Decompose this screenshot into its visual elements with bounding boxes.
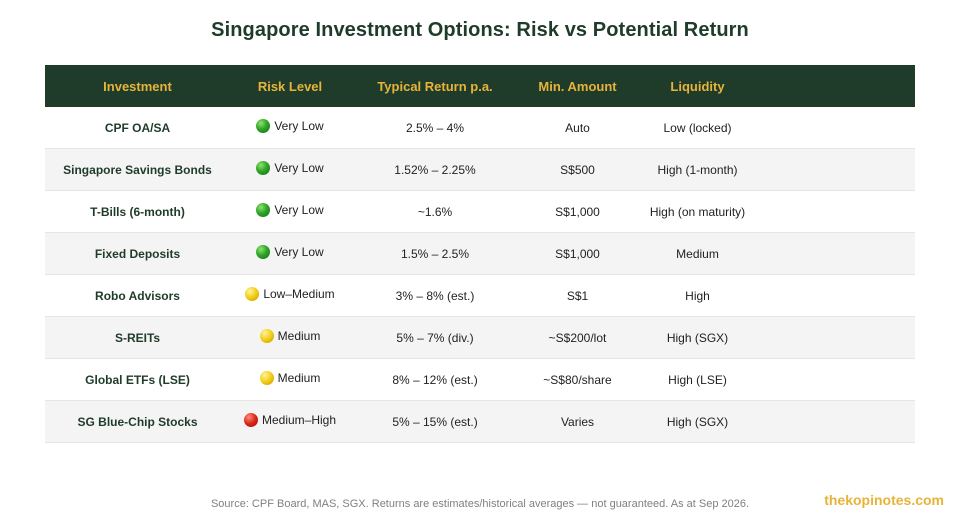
- liquidity: Medium: [676, 246, 719, 261]
- green-circle-icon: [256, 119, 271, 133]
- typical-return: 5% – 7% (div.): [396, 330, 474, 345]
- min-amount: ~S$200/lot: [548, 330, 607, 345]
- risk-level-label: Medium: [277, 329, 321, 343]
- liquidity: High (on maturity): [649, 204, 746, 219]
- column-header-investment: Investment: [103, 78, 172, 94]
- min-amount: Auto: [565, 120, 590, 135]
- liquidity: High (SGX): [666, 414, 729, 429]
- table-row: S-REITs Medium 5% – 7% (div.) ~S$200/lot…: [45, 317, 915, 359]
- risk-level-cell: Low–Medium: [230, 287, 350, 304]
- table-row: T-Bills (6-month) Very Low ~1.6% S$1,000…: [45, 191, 915, 233]
- column-header-min-amount: Min. Amount: [538, 78, 617, 94]
- yellow-circle-icon: [245, 287, 260, 301]
- risk-level-cell: Medium: [230, 371, 350, 388]
- typical-return: 2.5% – 4%: [405, 120, 465, 135]
- column-header-liquidity: Liquidity: [670, 78, 725, 94]
- min-amount: S$500: [560, 162, 595, 177]
- min-amount: S$1: [566, 288, 589, 303]
- min-amount: S$1,000: [555, 204, 600, 219]
- table-row: Global ETFs (LSE) Medium 8% – 12% (est.)…: [45, 359, 915, 401]
- risk-level-cell: Very Low: [230, 245, 350, 262]
- table-row: Robo Advisors Low–Medium 3% – 8% (est.) …: [45, 275, 915, 317]
- risk-level-cell: Medium–High: [230, 413, 350, 430]
- typical-return: 3% – 8% (est.): [395, 288, 475, 303]
- green-circle-icon: [256, 245, 271, 259]
- table-row: Fixed Deposits Very Low 1.5% – 2.5% S$1,…: [45, 233, 915, 275]
- risk-level-label: Very Low: [274, 119, 324, 133]
- investment-name: SG Blue-Chip Stocks: [77, 414, 198, 429]
- liquidity: High (LSE): [668, 372, 727, 387]
- liquidity: High: [685, 288, 710, 303]
- column-header-risk-level: Risk Level: [257, 78, 323, 94]
- brand-watermark: thekopinotes.com: [824, 492, 944, 508]
- typical-return: 5% – 15% (est.): [392, 414, 478, 429]
- red-circle-icon: [243, 413, 258, 427]
- investment-name: CPF OA/SA: [104, 120, 171, 135]
- min-amount: Varies: [560, 414, 595, 429]
- investment-name: Global ETFs (LSE): [85, 372, 190, 387]
- liquidity: High (SGX): [666, 330, 729, 345]
- typical-return: 1.52% – 2.25%: [394, 162, 476, 177]
- risk-level-label: Very Low: [274, 203, 324, 217]
- table-header: Investment Risk Level Typical Return p.a…: [45, 65, 915, 107]
- typical-return: 1.5% – 2.5%: [400, 246, 470, 261]
- table-row: SG Blue-Chip Stocks Medium–High 5% – 15%…: [45, 401, 915, 443]
- risk-level-cell: Very Low: [230, 161, 350, 178]
- risk-level-cell: Medium: [230, 329, 350, 346]
- risk-level-label: Very Low: [274, 245, 324, 259]
- green-circle-icon: [256, 203, 271, 217]
- source-footnote: Source: CPF Board, MAS, SGX. Returns are…: [210, 498, 750, 510]
- investment-table: Investment Risk Level Typical Return p.a…: [45, 65, 915, 443]
- risk-level-label: Very Low: [274, 161, 324, 175]
- risk-level-label: Medium: [277, 371, 321, 385]
- investment-name: Robo Advisors: [95, 288, 180, 303]
- yellow-circle-icon: [259, 329, 274, 343]
- min-amount: ~S$80/share: [543, 372, 612, 387]
- investment-name: Fixed Deposits: [94, 246, 181, 261]
- investment-name: Singapore Savings Bonds: [63, 162, 212, 177]
- typical-return: ~1.6%: [417, 204, 453, 219]
- green-circle-icon: [256, 161, 271, 175]
- column-header-typical-return: Typical Return p.a.: [377, 78, 493, 94]
- page-title: Singapore Investment Options: Risk vs Po…: [211, 19, 749, 41]
- risk-level-cell: Very Low: [230, 119, 350, 136]
- typical-return: 8% – 12% (est.): [392, 372, 478, 387]
- risk-level-cell: Very Low: [230, 203, 350, 220]
- investment-name: S-REITs: [114, 330, 161, 345]
- risk-level-label: Medium–High: [261, 413, 337, 427]
- liquidity: High (1-month): [657, 162, 738, 177]
- risk-level-label: Low–Medium: [263, 287, 335, 301]
- table-row: CPF OA/SA Very Low 2.5% – 4% Auto Low (l…: [45, 107, 915, 149]
- min-amount: S$1,000: [555, 246, 600, 261]
- liquidity: Low (locked): [663, 120, 732, 135]
- table-row: Singapore Savings Bonds Very Low 1.52% –…: [45, 149, 915, 191]
- investment-name: T-Bills (6-month): [90, 204, 185, 219]
- yellow-circle-icon: [259, 371, 274, 385]
